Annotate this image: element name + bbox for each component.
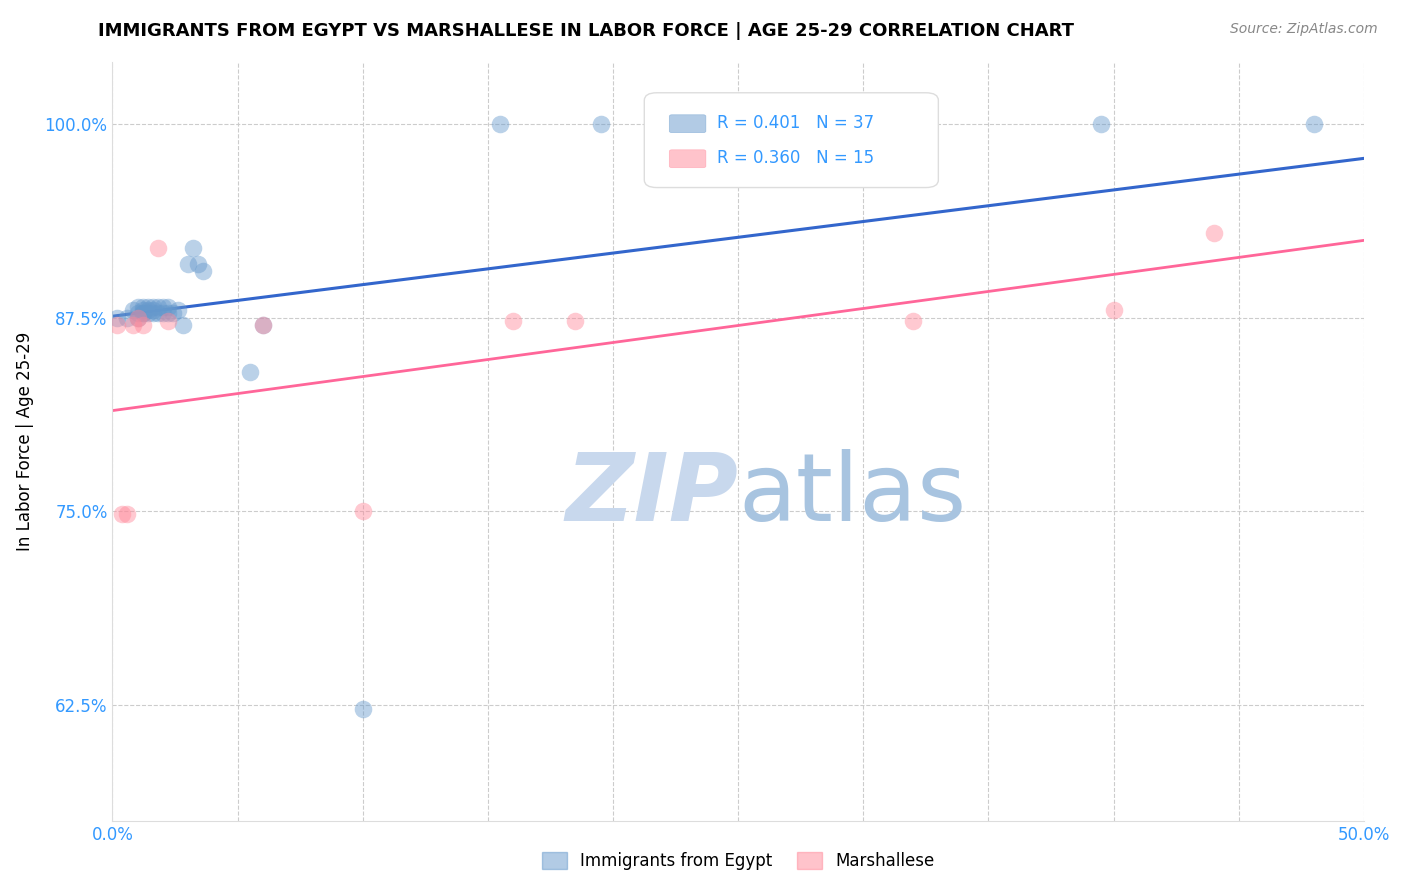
Point <box>1202 226 1225 240</box>
Point <box>136 306 159 320</box>
Point <box>127 310 149 325</box>
Point <box>141 300 163 314</box>
FancyBboxPatch shape <box>669 150 706 168</box>
Point <box>141 306 163 320</box>
Point <box>156 314 179 328</box>
Text: ZIP: ZIP <box>565 449 738 541</box>
Y-axis label: In Labor Force | Age 25-29: In Labor Force | Age 25-29 <box>15 332 34 551</box>
Point <box>152 300 174 314</box>
Point <box>107 310 129 325</box>
Point <box>152 306 174 320</box>
Point <box>589 117 612 131</box>
FancyBboxPatch shape <box>669 115 706 133</box>
Text: R = 0.360   N = 15: R = 0.360 N = 15 <box>717 149 875 167</box>
Point <box>146 241 169 255</box>
Point <box>252 318 274 333</box>
Point <box>172 318 194 333</box>
Point <box>903 314 925 328</box>
Point <box>176 257 198 271</box>
Point <box>127 306 149 320</box>
Point <box>146 306 169 320</box>
Point <box>564 314 586 328</box>
Point <box>156 306 179 320</box>
Point <box>352 504 374 518</box>
Point <box>676 117 699 131</box>
Point <box>191 264 214 278</box>
Point <box>252 318 274 333</box>
Point <box>136 303 159 318</box>
Point <box>141 303 163 318</box>
Point <box>162 306 184 320</box>
Point <box>166 303 188 318</box>
Text: atlas: atlas <box>738 449 966 541</box>
Text: Source: ZipAtlas.com: Source: ZipAtlas.com <box>1230 22 1378 37</box>
Point <box>121 318 143 333</box>
Point <box>1302 117 1324 131</box>
Point <box>146 300 169 314</box>
Point <box>181 241 204 255</box>
Legend: Immigrants from Egypt, Marshallese: Immigrants from Egypt, Marshallese <box>534 846 942 877</box>
Text: IMMIGRANTS FROM EGYPT VS MARSHALLESE IN LABOR FORCE | AGE 25-29 CORRELATION CHAR: IMMIGRANTS FROM EGYPT VS MARSHALLESE IN … <box>98 22 1074 40</box>
Point <box>502 314 524 328</box>
Point <box>127 310 149 325</box>
Point <box>131 303 153 318</box>
Point <box>117 508 139 522</box>
Point <box>131 300 153 314</box>
Point <box>489 117 512 131</box>
Point <box>239 365 262 379</box>
Point <box>352 702 374 716</box>
Point <box>1102 303 1125 318</box>
Point <box>107 318 129 333</box>
Point <box>136 300 159 314</box>
Point <box>1090 117 1112 131</box>
Point <box>131 306 153 320</box>
Point <box>187 257 209 271</box>
Text: R = 0.401   N = 37: R = 0.401 N = 37 <box>717 113 875 132</box>
Point <box>156 300 179 314</box>
Point <box>111 508 134 522</box>
Point <box>127 300 149 314</box>
Point <box>117 310 139 325</box>
Point <box>121 303 143 318</box>
FancyBboxPatch shape <box>644 93 938 187</box>
Point <box>131 318 153 333</box>
Point <box>131 306 153 320</box>
